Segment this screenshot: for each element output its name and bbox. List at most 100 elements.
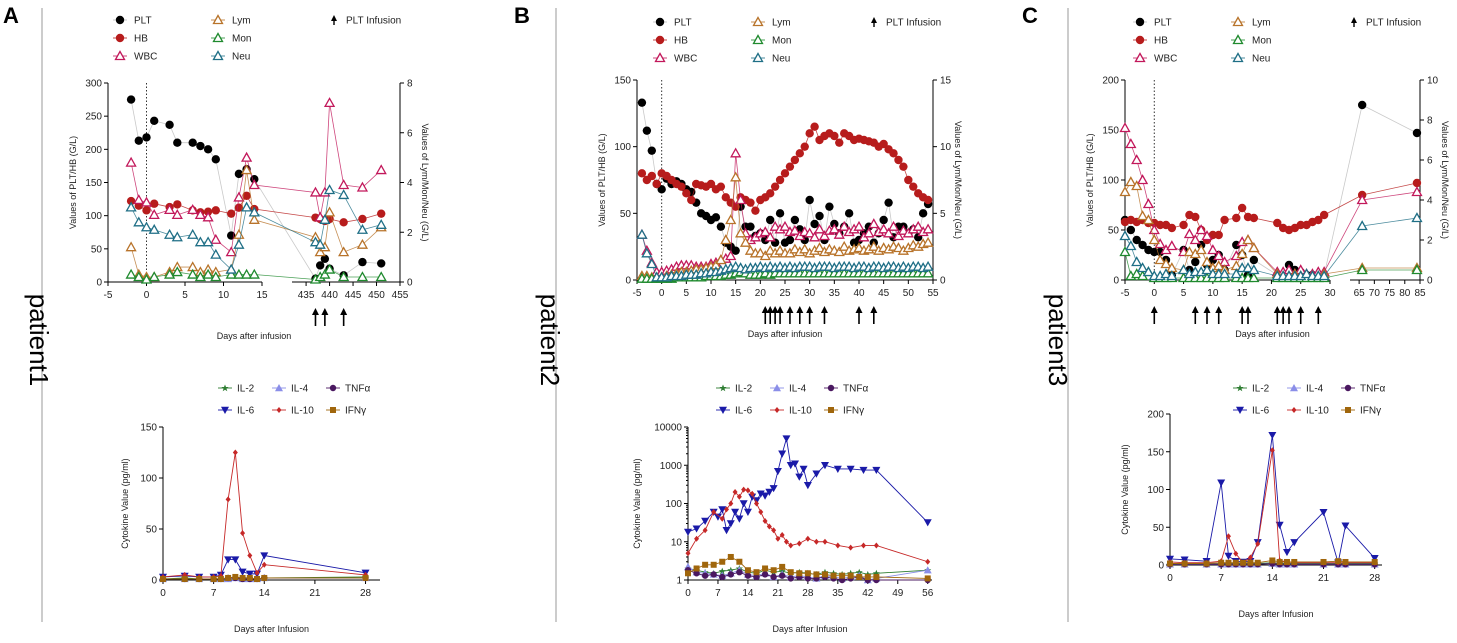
point-IL-6 <box>692 525 701 533</box>
point-HB <box>721 193 730 202</box>
point-PLT <box>203 145 213 154</box>
point-WBC <box>813 223 826 234</box>
point-IL-6 <box>756 490 765 498</box>
point-WBC <box>240 151 253 162</box>
point-PLT <box>879 215 888 225</box>
legend-label-IL-10: IL-10 <box>291 406 314 417</box>
point-HB <box>1179 220 1188 230</box>
patient-label: patient1 <box>24 294 54 387</box>
point-IL-10 <box>225 496 231 503</box>
point-IL-10 <box>766 523 772 530</box>
series-HB <box>1120 178 1422 245</box>
point-IL-10 <box>775 535 781 542</box>
point-Neu <box>1119 230 1131 241</box>
point-IL-6 <box>722 527 731 535</box>
point-WBC <box>375 164 387 175</box>
x-tick-label: 25 <box>1295 288 1307 299</box>
point-Lym <box>715 254 727 265</box>
point-IFNg <box>210 575 217 582</box>
point-PLT <box>188 138 197 147</box>
point-IFNg <box>685 570 691 577</box>
point-HB <box>780 169 790 178</box>
point-PLT <box>825 202 834 211</box>
legend-label-HB: HB <box>1154 36 1168 47</box>
point-IFNg <box>693 565 700 572</box>
left-y-tick-label: 50 <box>1108 226 1120 237</box>
point-Neu <box>1125 240 1137 251</box>
legend-marker-Lym <box>1232 16 1244 27</box>
point-PLT <box>358 257 367 267</box>
left-y-tick-label: 200 <box>85 145 102 156</box>
point-IFNg <box>864 573 871 580</box>
infusion-arrow-head <box>1273 306 1281 313</box>
point-IL-6 <box>701 517 710 525</box>
point-IFNg <box>813 571 820 578</box>
point-IL-6 <box>1268 431 1277 440</box>
series-IFNg <box>160 573 369 582</box>
legend-label-IFNg: IFNγ <box>1360 406 1381 417</box>
point-IL-10 <box>1233 550 1239 557</box>
point-IFNg <box>232 573 239 580</box>
x-axis-label: Days after infusion <box>217 331 292 341</box>
point-Lym <box>338 246 350 257</box>
legend-label-PLT: PLT <box>674 18 692 29</box>
legend-label-IL-4: IL-4 <box>291 384 309 395</box>
point-IFNg <box>196 575 203 582</box>
infusion-arrow-head <box>1150 306 1158 313</box>
left-y-tick-label: 100 <box>85 211 102 222</box>
point-PLT <box>805 195 814 205</box>
point-Mon <box>125 268 137 279</box>
point-PLT <box>815 211 824 221</box>
point-IL-6 <box>739 500 748 508</box>
point-IFNg <box>873 573 880 580</box>
point-WBC <box>202 211 214 222</box>
point-IL-6 <box>820 462 829 470</box>
point-IL-6 <box>245 570 254 578</box>
point-IL-10 <box>848 544 854 551</box>
point-WBC <box>225 246 237 257</box>
point-HB <box>1296 220 1305 230</box>
point-PLT <box>766 215 775 225</box>
point-HB <box>923 195 933 205</box>
cytokine-y-tick-label: 150 <box>140 423 157 434</box>
x-tick-label: 10 <box>1207 288 1219 299</box>
point-WBC <box>922 223 934 234</box>
point-HB <box>909 182 918 191</box>
x-tick-label: 25 <box>779 288 791 299</box>
point-IL-10 <box>762 517 768 524</box>
x-tick-label: 445 <box>345 290 362 301</box>
legend-label-HB: HB <box>134 34 148 45</box>
cytokine-x-tick-label: 21 <box>772 588 784 599</box>
legend-marker-IL-4 <box>773 384 781 392</box>
cytokine-y-tick-label: 1000 <box>660 461 683 472</box>
point-IL-10 <box>719 515 725 522</box>
point-IFNg <box>779 563 786 570</box>
point-Lym <box>853 242 865 253</box>
left-y-tick-label: 0 <box>1113 276 1119 287</box>
point-IL-6 <box>735 515 744 523</box>
legend-label-infusion: PLT Infusion <box>346 16 401 27</box>
point-IL-10 <box>1225 533 1231 540</box>
point-IL-10 <box>796 540 802 547</box>
point-IL-6 <box>743 508 752 516</box>
point-WBC <box>1136 174 1149 185</box>
legend-label-TNFa: TNFα <box>345 384 370 395</box>
point-Lym <box>233 228 245 239</box>
x-tick-label: 55 <box>927 288 939 299</box>
cytokine-x-tick-label: 7 <box>715 588 721 599</box>
point-PLT <box>844 209 854 218</box>
point-WBC <box>210 233 222 244</box>
legend-label-IL-10: IL-10 <box>1306 406 1329 417</box>
point-Lym <box>1142 214 1155 225</box>
legend-label-Neu: Neu <box>1252 54 1270 65</box>
legend-label-IL-10: IL-10 <box>789 406 812 417</box>
point-IFNg <box>1240 559 1247 566</box>
point-TNFa <box>770 573 777 581</box>
point-Neu <box>641 247 653 258</box>
point-HB <box>1214 230 1223 240</box>
point-IFNg <box>1254 559 1261 566</box>
right-y-tick-label: 6 <box>407 128 413 139</box>
legend-marker-IL-6 <box>221 406 229 414</box>
